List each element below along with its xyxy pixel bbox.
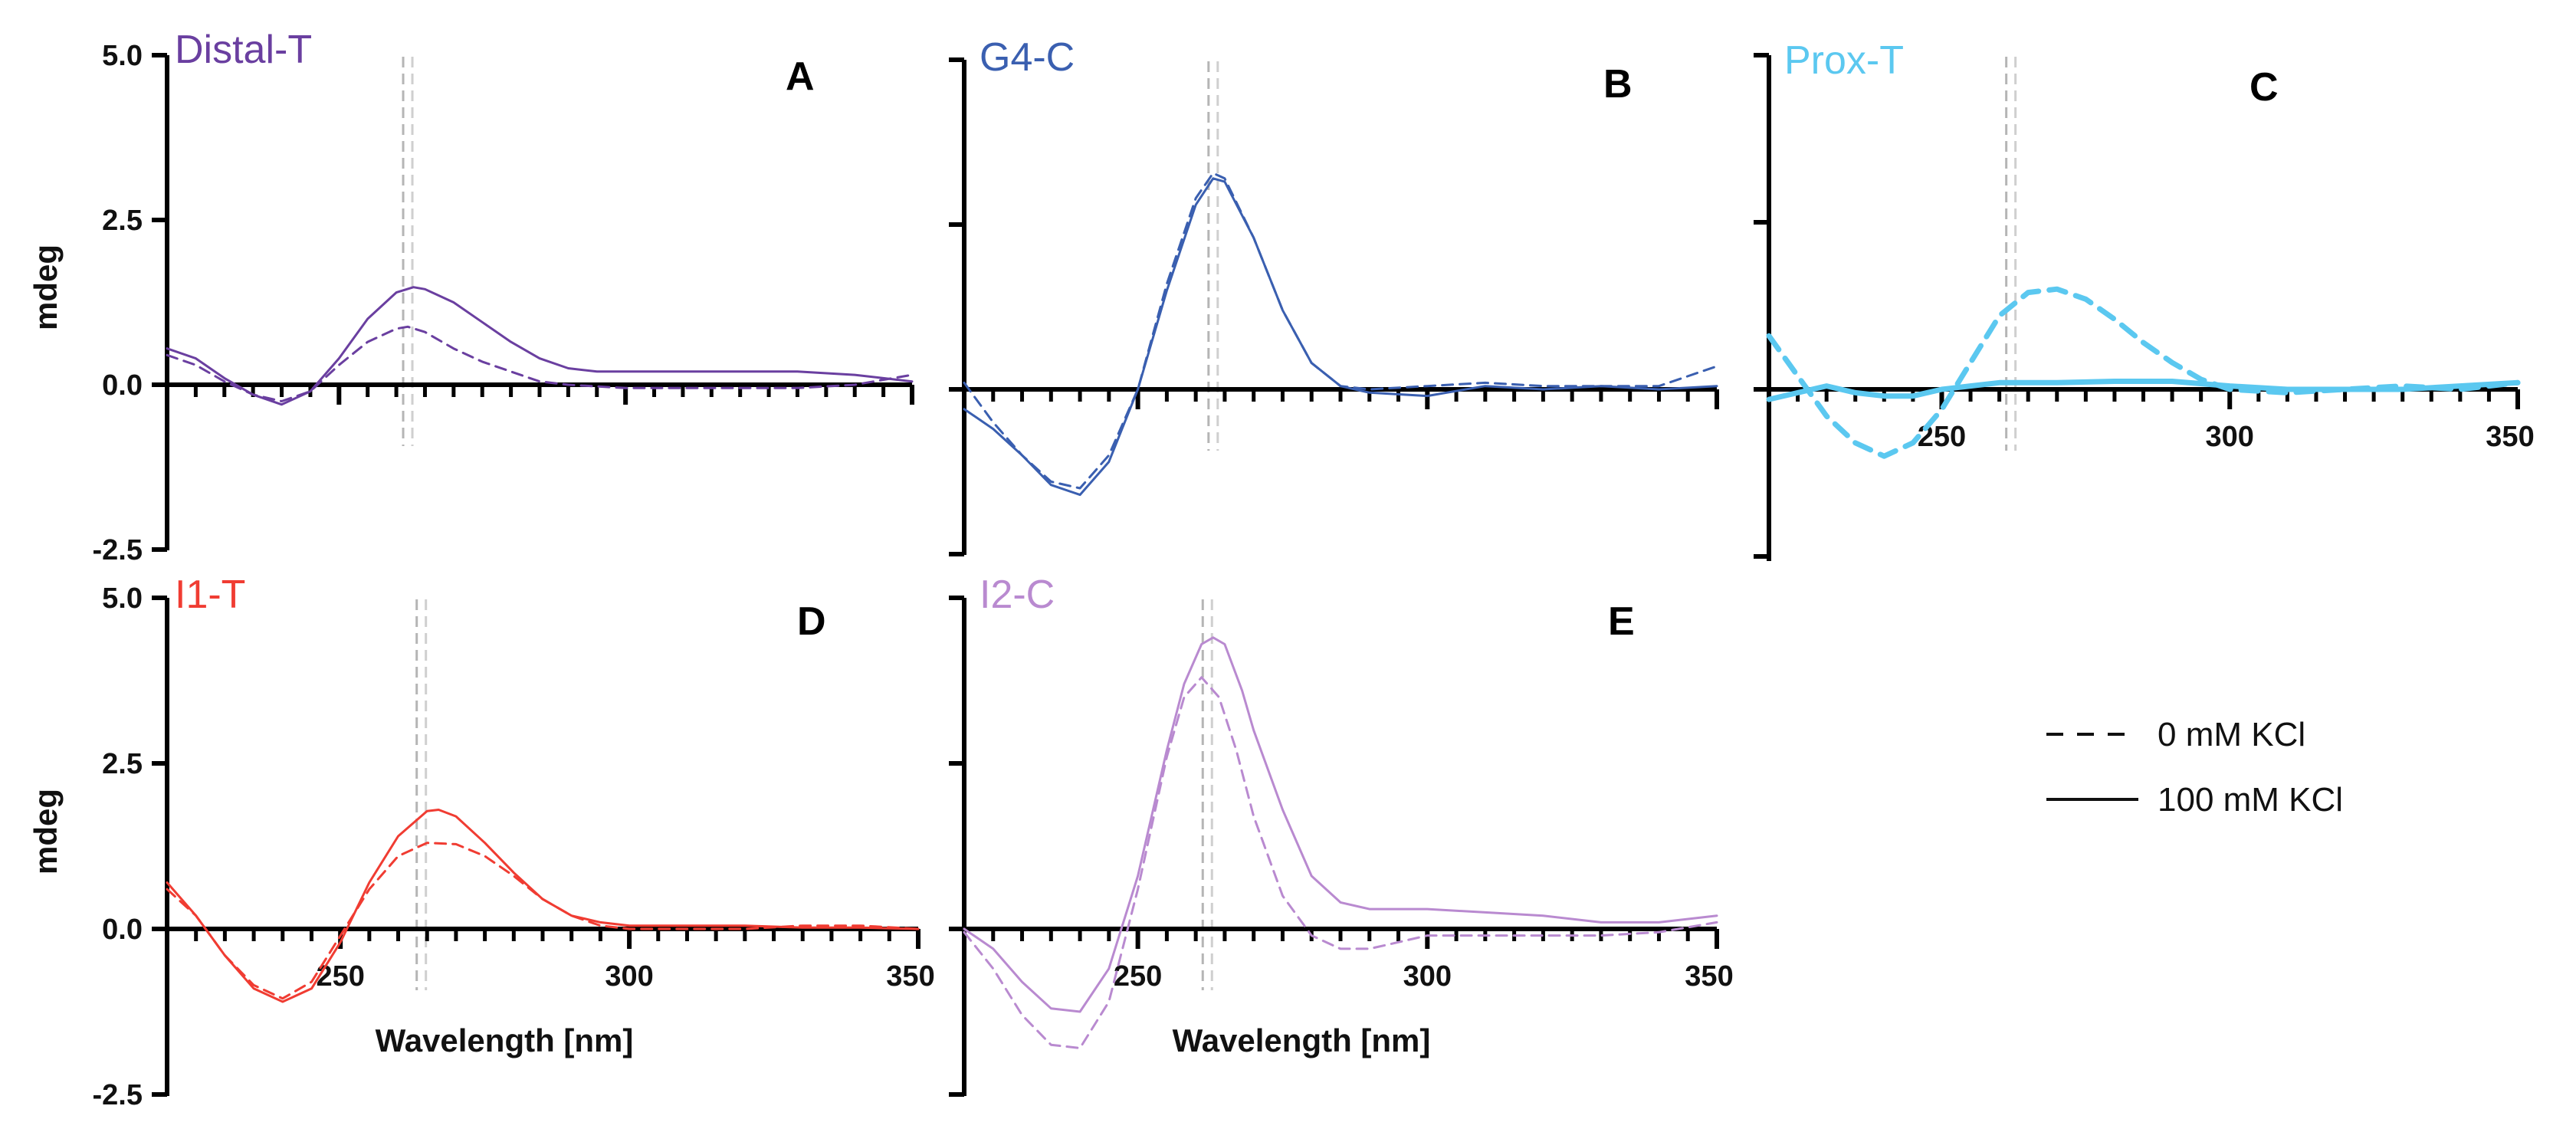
series-line-0mM-kcl [166, 325, 914, 402]
series-line-100mM-kcl [166, 809, 920, 1003]
series-line-100mM-kcl [1766, 379, 2521, 402]
panel-letter: A [786, 54, 815, 99]
legend: 0 mM KCl 100 mM KCl [2046, 716, 2343, 819]
x-tick-label: 250 [316, 960, 364, 993]
y-tick-label: 0.0 [102, 369, 143, 402]
y-tick-label: -2.5 [93, 534, 143, 566]
y-tick-label: 2.5 [102, 748, 143, 780]
series-line-0mM-kcl [1766, 286, 2521, 459]
panel-title: I1-T [175, 573, 245, 617]
panel-b: G4-C B [949, 35, 1719, 556]
y-tick-label: 5.0 [102, 40, 143, 72]
y-tick-label: 0.0 [102, 914, 143, 946]
x-tick-label: 300 [1403, 960, 1452, 993]
y-axis-label: mdeg [28, 244, 64, 330]
panel-d: 5.0 2.5 0.0 -2.5 250 300 350 mdeg Wavelength [nm… [28, 573, 935, 1111]
panel-letter: D [797, 599, 826, 644]
series-line-100mM-kcl [963, 177, 1718, 497]
panel-title: G4-C [980, 35, 1075, 80]
legend-label-100mM: 100 mM KCl [2158, 781, 2343, 819]
x-tick-label: 350 [2486, 421, 2534, 453]
y-tick-label: -2.5 [93, 1079, 143, 1111]
panel-title: Prox-T [1784, 38, 1904, 83]
x-tick-label: 300 [2206, 421, 2254, 453]
y-tick-label: 2.5 [102, 205, 143, 237]
x-axis-label: Wavelength [nm] [376, 1022, 634, 1058]
panel-letter: E [1608, 599, 1635, 644]
series-line-0mM-kcl [963, 172, 1718, 490]
panel-a: 5.0 2.5 0.0 -2.5 mdeg Distal-T A [28, 28, 914, 566]
panel-e: 250 300 350 Wavelength [nm] I2-C E [949, 573, 1734, 1097]
panel-letter: B [1603, 62, 1633, 107]
y-tick-label: 5.0 [102, 582, 143, 615]
x-tick-label: 350 [886, 960, 934, 993]
y-axis-label: mdeg [28, 789, 64, 875]
legend-label-0mM: 0 mM KCl [2158, 716, 2305, 753]
series-line-0mM-kcl [963, 676, 1718, 1049]
series-line-100mM-kcl [166, 286, 914, 406]
series-line-100mM-kcl [963, 636, 1718, 1013]
panel-title: I2-C [980, 573, 1055, 617]
panel-letter: C [2249, 65, 2279, 110]
panel-title: Distal-T [175, 28, 312, 72]
x-tick-label: 350 [1685, 960, 1733, 993]
x-tick-label: 300 [605, 960, 653, 993]
series-line-0mM-kcl [166, 842, 920, 1000]
x-axis-label: Wavelength [nm] [1173, 1022, 1431, 1058]
x-tick-label: 250 [1114, 960, 1162, 993]
